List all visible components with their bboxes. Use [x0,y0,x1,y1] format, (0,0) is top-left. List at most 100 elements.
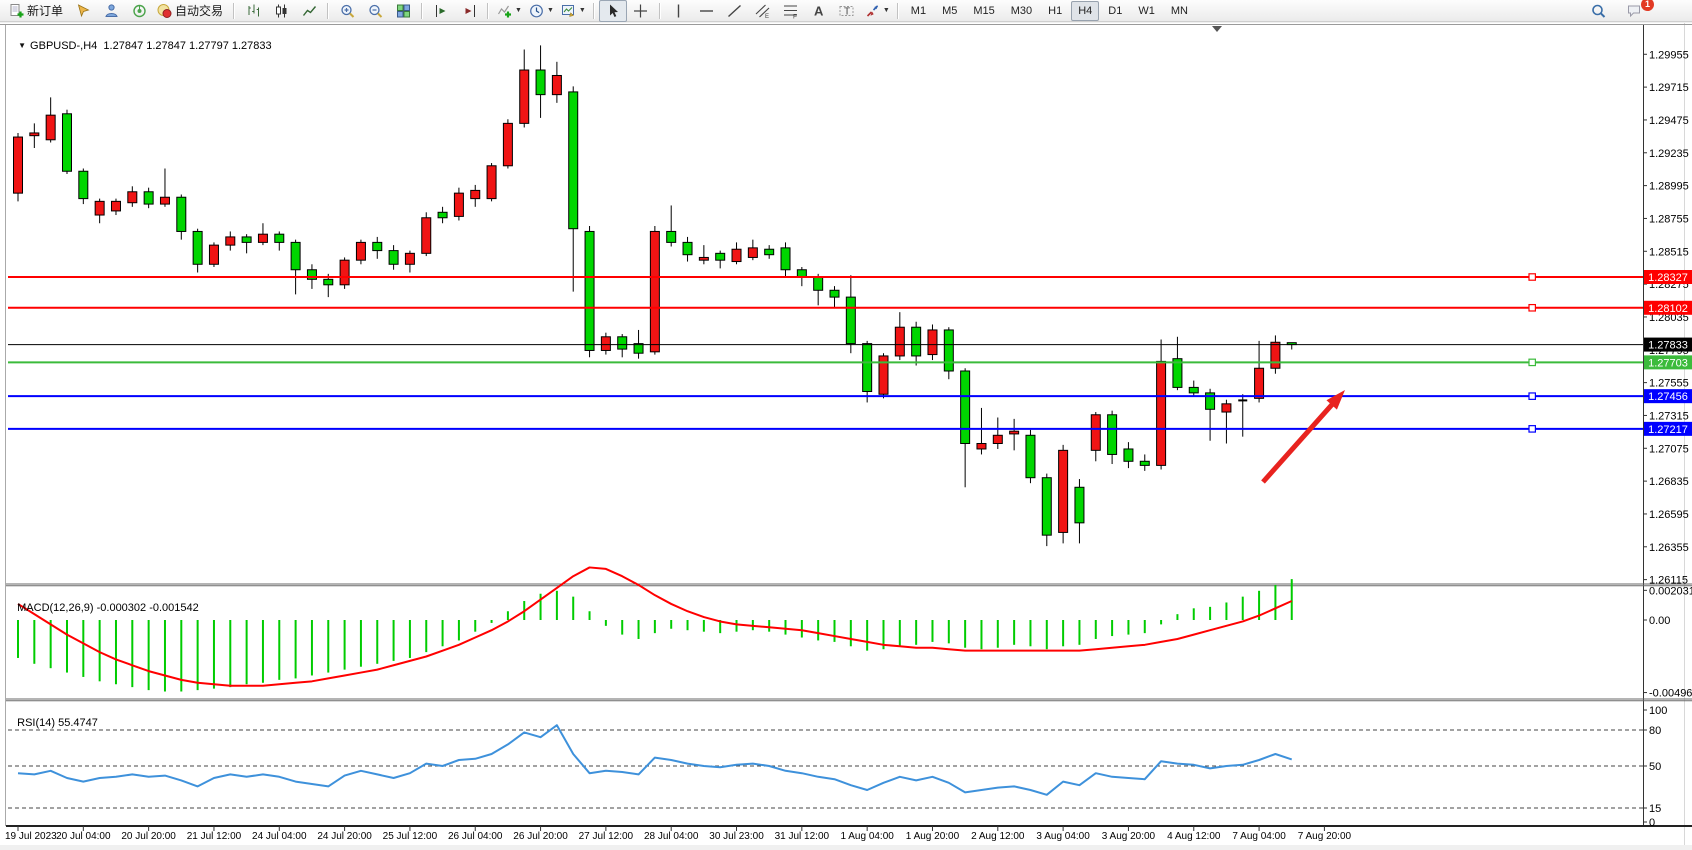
bar-chart-button[interactable] [239,0,267,22]
tile-windows-icon [395,3,412,19]
line-handle[interactable] [1528,425,1537,433]
periods-button[interactable]: ▼ [525,0,557,22]
candle [404,250,415,273]
candlestick-chart-button[interactable] [267,0,295,22]
indicators-button[interactable]: ▼ [493,0,525,22]
macd-axis-label: 0.00 [1649,615,1670,627]
price-tick-label: 1.29715 [1649,82,1689,94]
trendline-icon [726,3,743,19]
line-handle[interactable] [1528,358,1537,367]
timeframe-M1[interactable]: M1 [910,4,927,17]
text-label-button[interactable]: T [833,0,861,22]
candle [1009,418,1020,451]
terminal-button[interactable] [125,0,153,22]
auto-trading-button[interactable]: 自动交易 [153,0,229,22]
chart-shift-icon [433,3,450,19]
candle [584,225,595,358]
zoom-out-button[interactable] [361,0,389,22]
timeframe-M30[interactable]: M30 [1010,4,1033,17]
new-order-button-label: 新订单 [27,4,64,18]
timeframe-H4[interactable]: H4 [1071,0,1100,21]
candle [519,49,530,128]
zoom-out-icon [367,3,384,19]
rsi-value: 55.4747 [58,717,98,729]
svg-text:1.28327: 1.28327 [1648,272,1688,284]
timeframe-H1[interactable]: H1 [1048,4,1063,17]
navigator-button[interactable] [97,0,125,22]
candle [878,353,889,399]
tile-windows-button[interactable] [389,0,417,22]
rsi-axis-label: 15 [1649,803,1661,815]
candle [617,334,628,358]
chart-shift-button[interactable] [427,0,455,22]
price-tick-label: 1.26595 [1649,509,1689,521]
dropdown-arrow-icon[interactable]: ▼ [546,7,554,14]
candle [535,45,546,118]
periods-icon [528,3,545,19]
chat-icon [1626,3,1643,19]
price-tick-label: 1.29475 [1649,115,1689,127]
candle [1058,444,1069,544]
dropdown-arrow-icon[interactable]: ▼ [578,7,586,14]
horizontal-line-button[interactable] [693,0,721,22]
candle [290,239,301,295]
market-watch-button[interactable] [69,0,97,22]
candle [747,239,758,261]
macd-layer [17,566,1293,692]
price-line-label: 1.28102 [1644,300,1692,315]
candle [437,206,448,224]
auto-scroll-button[interactable] [455,0,483,22]
rsi-axis-label: 80 [1649,725,1661,737]
candle [1254,340,1265,403]
time-axis-label: 7 Aug 20:00 [1298,831,1352,842]
timeframe-W1[interactable]: W1 [1138,4,1155,17]
zoom-in-button[interactable] [333,0,361,22]
candle [780,242,791,277]
dropdown-arrow-icon[interactable]: ▼ [882,7,890,14]
text-button[interactable]: A [805,0,833,22]
market-watch-icon [75,3,92,19]
time-axis: 19 Jul 2023 20 Jul 04:00 20 Jul 20:00 21 Ju… [5,826,1352,842]
candle [829,286,840,309]
timeframe-M5[interactable]: M5 [942,4,958,17]
candle [225,231,236,251]
trendline-button[interactable] [721,0,749,22]
candle [551,61,562,103]
svg-text:T: T [844,6,850,17]
crosshair-button[interactable] [627,0,655,22]
timeframe-D1[interactable]: D1 [1108,4,1123,17]
fibonacci-icon: F [782,3,799,19]
timeframe-MN[interactable]: MN [1170,4,1188,17]
crosshair-icon [632,3,649,19]
time-axis-label: 26 Jul 20:00 [513,831,568,842]
chart-title: ▼ GBPUSD-,H4 1.27847 1.27847 1.27797 1.27… [12,28,272,52]
notifications-button[interactable]: 1 [1620,0,1654,22]
candle [927,324,938,361]
candle [176,194,187,240]
cursor-button[interactable] [598,0,627,22]
candle [143,187,154,209]
line-handle[interactable] [1528,392,1537,400]
timeframe-M15[interactable]: M15 [973,4,995,17]
dropdown-arrow-icon[interactable]: ▼ [515,7,522,14]
search-button[interactable] [1584,0,1612,22]
new-order-button[interactable]: 新订单 [5,0,69,22]
line-chart-button[interactable] [295,0,323,22]
line-handle[interactable] [1528,273,1537,281]
arrows-button[interactable]: ▼ [861,0,893,22]
fibonacci-button[interactable]: F [777,0,805,22]
time-axis-label: 4 Aug 12:00 [1167,831,1221,842]
line-handle[interactable] [1528,303,1537,312]
candle [127,186,138,207]
symbol-dropdown-icon[interactable]: ▼ [18,41,27,50]
candle [1074,479,1085,544]
channel-button[interactable]: E [749,0,777,22]
time-axis-label: 25 Jul 12:00 [383,831,438,842]
auto-trading-button-label: 自动交易 [175,4,224,18]
trend-arrow[interactable] [1261,390,1345,484]
vertical-line-button[interactable] [665,0,693,22]
candle [568,86,579,292]
templates-button[interactable]: ▼ [557,0,589,22]
chart-shift-marker[interactable] [1212,26,1222,32]
